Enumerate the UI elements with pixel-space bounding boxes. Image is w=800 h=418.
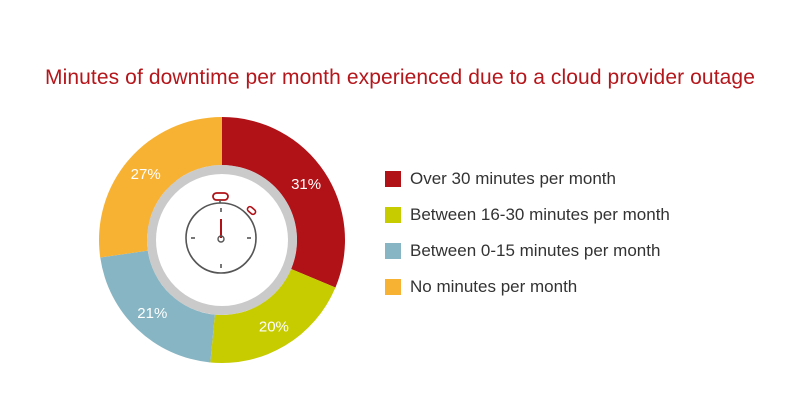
legend-item: Between 16-30 minutes per month xyxy=(385,204,670,226)
donut-slice xyxy=(222,117,345,288)
donut-slice xyxy=(100,250,215,363)
donut-slice xyxy=(99,117,222,258)
legend-label: Over 30 minutes per month xyxy=(410,169,616,188)
slice-value-label: 21% xyxy=(137,305,167,322)
slice-labels: 31% 20% 21% 27% xyxy=(131,166,321,336)
legend-swatch xyxy=(385,243,401,259)
legend-label: No minutes per month xyxy=(410,277,578,296)
stopwatch-icon xyxy=(185,192,257,274)
center-disc xyxy=(156,174,288,306)
slice-value-label: 20% xyxy=(259,319,289,336)
legend-label: Between 0-15 minutes per month xyxy=(410,241,661,260)
donut-slices xyxy=(99,117,345,363)
donut-chart: 31% 20% 21% 27% xyxy=(99,117,345,363)
chart-title: Minutes of downtime per month experience… xyxy=(45,66,755,89)
legend-label: Between 16-30 minutes per month xyxy=(410,205,670,224)
legend: Over 30 minutes per month Between 16-30 … xyxy=(385,168,670,312)
legend-item: No minutes per month xyxy=(385,276,670,298)
legend-item: Over 30 minutes per month xyxy=(385,168,670,190)
slice-value-label: 31% xyxy=(291,176,321,193)
slice-value-label: 27% xyxy=(131,166,161,183)
donut-slice xyxy=(210,268,336,363)
legend-swatch xyxy=(385,279,401,295)
legend-swatch xyxy=(385,171,401,187)
legend-item: Between 0-15 minutes per month xyxy=(385,240,670,262)
legend-swatch xyxy=(385,207,401,223)
